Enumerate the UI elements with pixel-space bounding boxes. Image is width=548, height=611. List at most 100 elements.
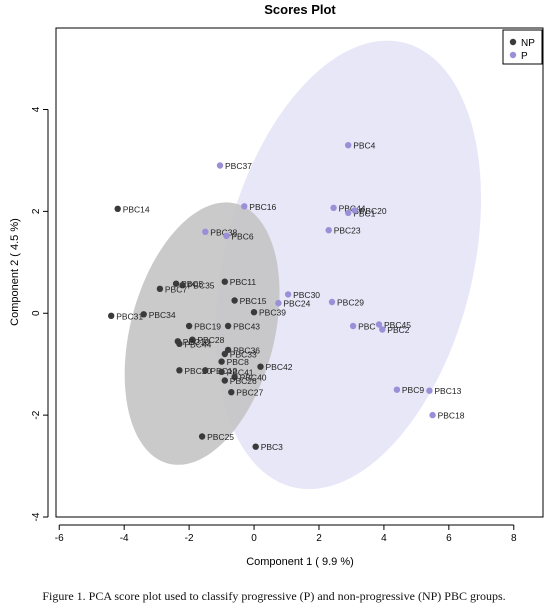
- point-label: PBC5: [181, 279, 203, 289]
- x-tick-label: 2: [316, 533, 322, 544]
- point-label: PBC11: [230, 277, 257, 287]
- point-label: PBC40: [240, 372, 267, 382]
- data-point: [345, 142, 352, 149]
- point-label: PBC37: [225, 161, 252, 171]
- point-label: PBC39: [259, 308, 286, 318]
- data-point: [241, 203, 248, 210]
- point-label: PBC1: [353, 208, 375, 218]
- point-label: PBC33: [230, 350, 257, 360]
- point-label: PBC35: [188, 281, 215, 291]
- point-label: PBC19: [194, 322, 221, 332]
- data-point: [218, 368, 225, 375]
- data-point: [328, 298, 336, 306]
- data-point: [198, 433, 206, 440]
- figure-caption: Figure 1. PCA score plot used to classif…: [42, 589, 506, 603]
- data-point: [185, 322, 193, 330]
- point-label: PBC4: [353, 141, 375, 151]
- data-point: [375, 321, 383, 328]
- point-label: PBC18: [438, 411, 465, 421]
- x-axis-label: Component 1 ( 9.9 %): [246, 556, 354, 568]
- point-label: PBC20: [184, 366, 211, 376]
- chart-title: Scores Plot: [264, 2, 336, 17]
- data-point: [228, 389, 235, 396]
- y-tick-label: -4: [31, 512, 42, 521]
- point-label: PBC43: [233, 322, 260, 332]
- point-label: PBC23: [334, 226, 361, 236]
- data-point: [223, 232, 230, 239]
- x-tick-label: -4: [120, 533, 129, 544]
- x-tick-label: 6: [446, 533, 452, 544]
- point-label: PBC28: [197, 335, 224, 345]
- x-tick-label: -6: [55, 533, 64, 544]
- confidence-ellipses: [124, 40, 481, 490]
- point-label: PBC44: [184, 339, 211, 349]
- point-label: PBC9: [402, 385, 424, 395]
- point-label: PBC26: [230, 376, 257, 386]
- ellipse-p: [215, 40, 481, 490]
- point-label: PBC14: [123, 204, 150, 214]
- point-label: PBC6: [231, 231, 253, 241]
- data-point: [379, 326, 386, 333]
- y-axis-label: Component 2 ( 4.5 %): [9, 218, 21, 326]
- data-point: [393, 386, 401, 393]
- point-label: PBC45: [384, 320, 411, 330]
- point-label: PBC8: [227, 357, 249, 367]
- y-tick-label: 0: [31, 310, 42, 316]
- point-label: PBC: [358, 322, 375, 332]
- data-point: [250, 309, 258, 316]
- data-point: [325, 227, 332, 234]
- x-axis: -6 -4 -2 0 2 4 6 8: [55, 524, 517, 544]
- data-point: [429, 411, 436, 419]
- x-tick-label: 8: [511, 533, 517, 544]
- data-point: [216, 162, 224, 169]
- point-label: PBC13: [434, 386, 461, 396]
- y-tick-label: -2: [31, 410, 42, 419]
- legend-marker-p: [509, 51, 517, 59]
- data-point: [114, 205, 121, 212]
- data-point: [221, 377, 228, 384]
- point-label: PBC2: [387, 325, 409, 335]
- data-point: [218, 358, 225, 365]
- data-point: [221, 278, 228, 285]
- x-tick-label: 0: [251, 533, 257, 544]
- point-label: PBC15: [240, 296, 267, 306]
- point-label: PBC27: [236, 388, 263, 398]
- point-label: PBC44: [339, 203, 366, 213]
- legend-label-np: NP: [521, 38, 535, 49]
- data-point: [351, 207, 358, 214]
- point-label: PBC10: [183, 337, 210, 347]
- data-point: [202, 228, 209, 235]
- legend-label-p: P: [521, 51, 528, 62]
- point-label: PBC31: [116, 311, 143, 321]
- ellipse-np: [124, 202, 280, 465]
- data-point: [179, 282, 186, 289]
- data-point: [330, 204, 337, 211]
- data-point: [224, 322, 232, 330]
- point-label: PBC16: [249, 202, 276, 212]
- data-point: [176, 367, 183, 374]
- data-point: [257, 363, 264, 370]
- x-tick-label: -2: [185, 533, 194, 544]
- data-point: [345, 209, 352, 217]
- point-label: PBC41: [227, 367, 254, 377]
- legend-marker-np: [509, 38, 517, 46]
- point-label: PBC42: [266, 362, 293, 372]
- legend: NP P: [502, 29, 543, 65]
- data-point: [176, 340, 183, 347]
- data-point: [426, 387, 433, 394]
- data-point: [231, 373, 238, 381]
- point-label: PBC7: [165, 284, 187, 294]
- data-point: [189, 336, 196, 343]
- point-label: PBC20: [360, 206, 387, 216]
- point-label: PBC36: [233, 345, 260, 355]
- data-point: [252, 443, 259, 450]
- data-point: [202, 367, 209, 374]
- y-tick-label: 4: [31, 106, 42, 112]
- data-point: [221, 350, 228, 358]
- point-label: PBC3: [261, 442, 283, 452]
- point-label: PBC34: [149, 310, 176, 320]
- data-point: [156, 285, 164, 292]
- point-label: PBC25: [207, 432, 234, 442]
